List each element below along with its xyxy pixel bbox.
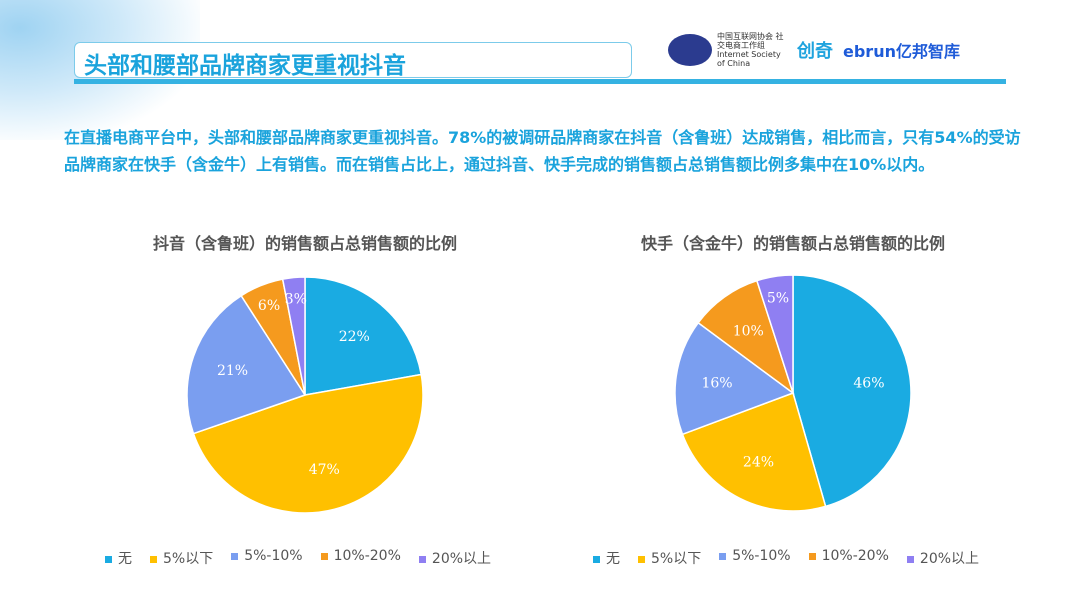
data-label: 3% [285,292,307,308]
legend-swatch [906,555,914,563]
summary-paragraph: 在直播电商平台中，头部和腰部品牌商家更重视抖音。78%的被调研品牌商家在抖音（含… [64,128,1021,174]
legend-swatch [418,555,426,563]
legend-swatch [593,555,600,563]
legend-item: 5%以下 [638,548,701,568]
pie-slice-0-1 [192,373,424,514]
legend-item: 无 [593,548,620,568]
chuangqi-logo: 创奇 [797,41,833,62]
legend-item: 10%-20% [808,548,889,568]
legend-swatch [719,552,727,560]
legend-label: 5%-10% [732,548,791,564]
chart-title-kuaishou: 快手（含金牛）的销售额占总销售额的比例 [640,234,945,253]
ebrun-logo: ebrun亿邦智库 [843,42,960,61]
pie-slice-0-2 [186,294,307,435]
isc-emblem-icon [668,34,712,66]
title-box [74,42,632,78]
legend-label: 5%以下 [651,551,702,567]
legend-swatch [638,555,645,563]
legend-label: 20%以上 [431,551,492,567]
legend-item: 20%以上 [418,548,492,568]
data-label: 5% [767,290,789,306]
data-label: 10% [733,324,764,340]
pie-slice-1-0 [792,274,912,508]
pie-slice-1-2 [674,321,795,436]
legend-label: 无 [118,551,132,567]
legend-item: 20%以上 [906,548,980,568]
legend-swatch [320,552,328,560]
pie-slice-1-1 [681,392,827,512]
data-label: 16% [701,375,732,391]
pie-slice-1-3 [697,279,795,395]
data-label: 24% [743,455,774,471]
isc-logo: 中国互联网协会 社交电商工作组 Internet Society of Chin… [668,32,787,68]
legend-swatch [150,555,157,563]
data-label: 22% [339,329,370,345]
legend-label: 20%以上 [919,551,980,567]
legend-label: 无 [606,551,620,567]
legend-douyin: 无 5%以下 5%-10% 10%-20% 20%以上 [105,548,491,568]
title-underline [74,79,1006,84]
legend-item: 5%以下 [150,548,213,568]
legend-label: 5%以下 [163,551,214,567]
page-title: 头部和腰部品牌商家更重视抖音 [84,53,406,79]
isc-logo-text: 中国互联网协会 社交电商工作组 Internet Society of Chin… [717,32,784,68]
legend-swatch [231,552,239,560]
legend-item: 10%-20% [320,548,401,568]
pie-slice-1-4 [755,274,794,394]
legend-item: 无 [105,548,132,568]
legend-label: 10%-20% [333,548,401,564]
legend-label: 10%-20% [821,548,889,564]
legend-label: 5%-10% [244,548,303,564]
data-label: 46% [853,375,884,391]
legend-swatch [105,555,112,563]
legend-swatch [808,552,816,560]
data-label: 47% [309,462,340,478]
pie-slice-0-0 [304,276,423,396]
legend-item: 5%-10% [231,548,303,568]
logos: 中国互联网协会 社交电商工作组 Internet Society of Chin… [668,32,1068,68]
pie-slice-0-4 [281,276,306,396]
chart-title-douyin: 抖音（含鲁班）的销售额占总销售额的比例 [152,234,457,253]
legend-kuaishou: 无 5%以下 5%-10% 10%-20% 20%以上 [593,548,979,568]
legend-item: 5%-10% [719,548,791,568]
data-label: 6% [258,298,280,314]
data-label: 21% [217,363,248,379]
